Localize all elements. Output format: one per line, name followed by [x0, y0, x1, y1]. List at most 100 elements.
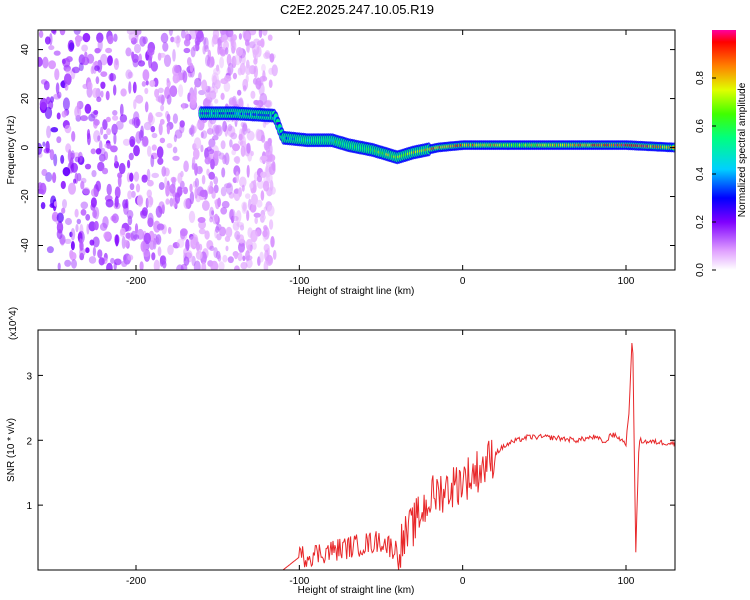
noise-blob — [69, 231, 73, 238]
noise-blob — [258, 82, 265, 96]
noise-blob — [142, 69, 150, 81]
noise-blob — [236, 47, 243, 57]
noise-blob — [209, 206, 215, 220]
noise-blob — [103, 231, 111, 240]
noise-blob — [230, 132, 238, 140]
noise-blob — [60, 180, 66, 190]
noise-blob — [100, 147, 106, 157]
noise-blob — [97, 39, 103, 52]
noise-blob — [55, 82, 60, 95]
noise-blob — [60, 154, 65, 164]
noise-blob — [112, 110, 118, 116]
noise-blob — [267, 254, 273, 264]
noise-blob — [173, 134, 177, 143]
noise-blob — [193, 148, 200, 160]
noise-blob — [162, 41, 169, 52]
x-tick-label: -100 — [289, 276, 309, 287]
noise-blob — [134, 223, 139, 234]
noise-blob — [150, 125, 156, 133]
noise-blob — [242, 85, 247, 92]
noise-blob — [204, 156, 212, 165]
noise-blob — [217, 254, 222, 262]
noise-blob — [131, 51, 135, 60]
noise-blob — [212, 75, 217, 85]
noise-blob — [133, 171, 140, 182]
noise-blob — [222, 154, 227, 165]
noise-blob — [234, 230, 241, 240]
colorbar-tick-label: 0.4 — [695, 167, 706, 181]
noise-blob — [246, 45, 250, 53]
noise-blob — [70, 150, 75, 160]
noise-blob — [198, 166, 203, 173]
noise-blob — [59, 234, 66, 245]
noise-blob — [92, 87, 99, 98]
noise-blob — [64, 124, 72, 134]
noise-blob — [204, 230, 210, 240]
noise-blob — [225, 226, 233, 238]
noise-blob — [96, 96, 102, 103]
noise-blob — [237, 89, 242, 96]
noise-blob — [215, 64, 220, 72]
noise-blob — [158, 182, 165, 190]
noise-blob — [239, 62, 246, 75]
noise-blob — [133, 234, 140, 240]
noise-blob — [256, 175, 263, 183]
noise-blob — [38, 56, 43, 67]
noise-blob — [156, 223, 165, 231]
colorbar: 0.0 0.2 0.4 0.6 0.8 Normalized spectral ampl… — [695, 30, 748, 277]
noise-blob — [88, 256, 97, 264]
noise-blob — [135, 183, 141, 193]
noise-blob — [224, 183, 232, 189]
noise-blob — [263, 260, 269, 270]
noise-blob — [195, 250, 203, 260]
noise-blob — [143, 249, 151, 262]
noise-blob — [147, 145, 152, 157]
colorbar-gradient — [712, 30, 736, 270]
noise-blob — [38, 142, 43, 155]
noise-blob — [119, 114, 128, 123]
noise-blob — [44, 106, 53, 120]
noise-blob — [197, 217, 206, 223]
noise-blob — [146, 47, 155, 56]
noise-blob — [223, 81, 231, 93]
snr-plot-area — [38, 330, 675, 570]
noise-blob — [180, 228, 188, 237]
noise-blob — [127, 159, 131, 169]
noise-blob — [127, 71, 134, 79]
noise-blob — [39, 97, 48, 111]
noise-blob — [198, 228, 206, 235]
noise-blob — [265, 99, 273, 108]
noise-blob — [238, 187, 243, 198]
x-tick-label: 0 — [460, 276, 466, 287]
noise-blob — [42, 56, 49, 69]
noise-blob — [194, 77, 202, 88]
noise-blob — [137, 60, 146, 67]
noise-blob — [105, 90, 110, 101]
noise-blob — [238, 33, 242, 40]
noise-blob — [63, 73, 72, 86]
noise-blob — [106, 262, 113, 270]
noise-blob — [261, 134, 266, 143]
noise-blob — [115, 120, 124, 130]
noise-blob — [84, 103, 92, 114]
noise-blob — [178, 84, 184, 98]
noise-blob — [239, 176, 247, 188]
noise-blob — [141, 81, 147, 87]
noise-blob — [260, 38, 265, 48]
noise-blob — [251, 193, 258, 206]
noise-blob — [135, 118, 141, 127]
noise-blob — [92, 236, 100, 248]
noise-blob — [70, 241, 75, 251]
noise-blob — [141, 174, 148, 183]
noise-blob — [224, 75, 232, 82]
noise-blob — [43, 80, 50, 91]
noise-blob — [254, 216, 258, 225]
noise-blob — [156, 146, 164, 159]
noise-blob — [183, 39, 191, 47]
noise-blob — [121, 260, 128, 267]
noise-blob — [256, 45, 262, 58]
noise-blob — [213, 184, 219, 194]
noise-blob — [208, 138, 216, 148]
noise-blob — [120, 227, 126, 236]
noise-blob — [46, 246, 54, 254]
